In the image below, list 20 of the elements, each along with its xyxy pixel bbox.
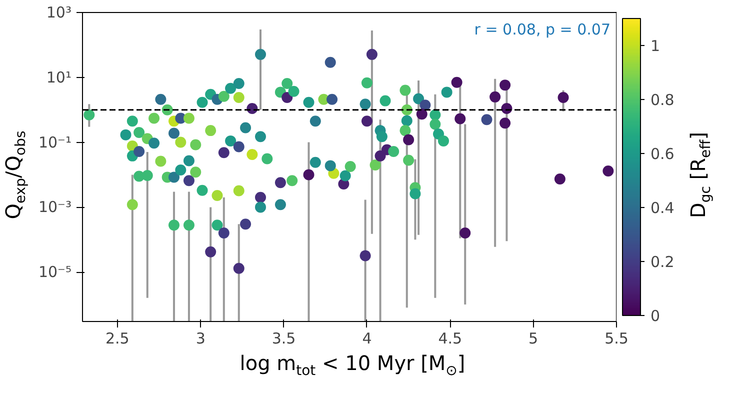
color-bar-label: 0.6 [650, 145, 674, 163]
x-tick-label: 4 [362, 330, 372, 348]
color-bar-label: 0.4 [650, 199, 674, 217]
x-axis-title: log m$_{tot}$ < 10 Myr [M$_{⊙}$] [238, 350, 466, 381]
x-tick-label: 5.5 [604, 330, 628, 348]
x-tick-label: 2.5 [106, 330, 130, 348]
x-tick-label: 5 [528, 330, 538, 348]
y-tick-label: 10³ [46, 4, 72, 22]
y-tick-label: 10⁻¹ [38, 133, 72, 152]
y-tick-label: 10⁻³ [38, 198, 72, 216]
color-bar-label: 1 [650, 37, 660, 55]
color-bar-label: 0.8 [650, 91, 674, 109]
x-tick-label: 3 [196, 330, 206, 348]
x-tick-label: 4.5 [438, 330, 462, 348]
color-bar-label: 0 [650, 307, 660, 325]
annotation: r = 0.08, p = 0.07 [474, 20, 611, 38]
y-tick-label: 10⁻⁵ [38, 263, 72, 282]
color-bar-label: 0.2 [650, 253, 674, 271]
x-tick-label: 3.5 [272, 330, 296, 348]
y-tick-label: 10¹ [46, 68, 72, 86]
